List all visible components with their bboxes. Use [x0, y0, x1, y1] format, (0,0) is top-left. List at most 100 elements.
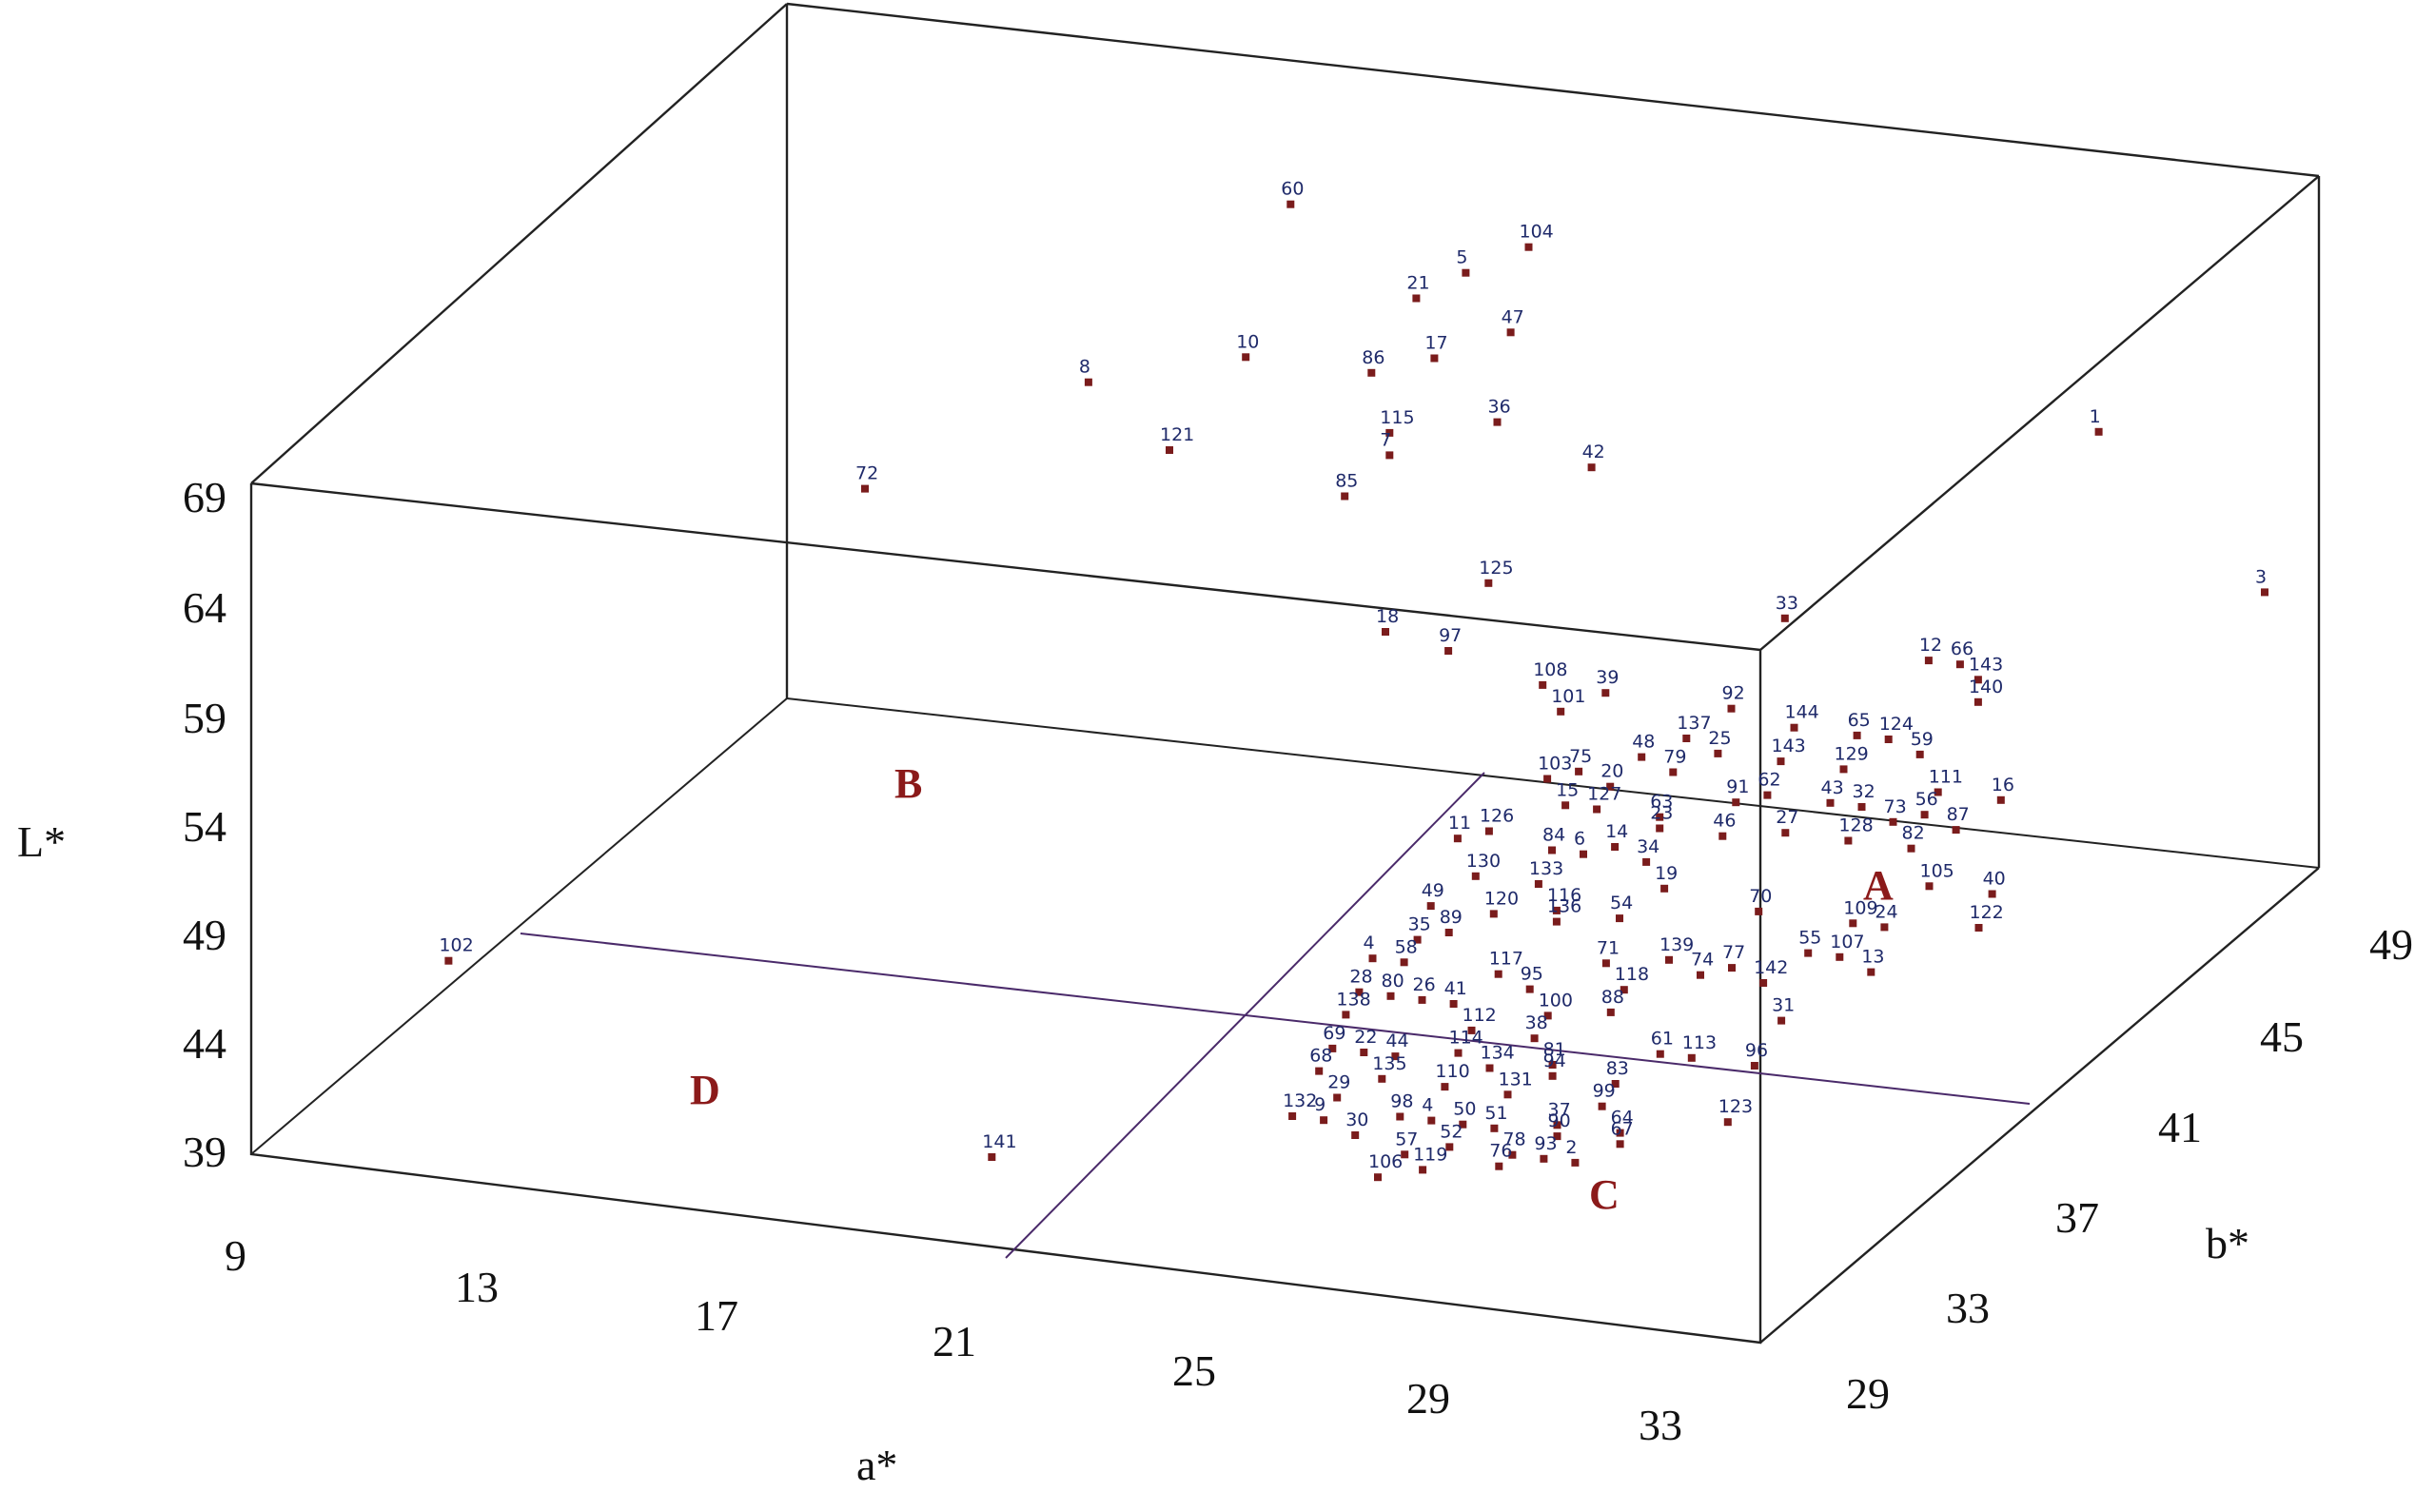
box-floor-left-edge — [250, 697, 788, 1155]
data-point-label: 136 — [1547, 896, 1581, 917]
data-point: 62 — [1758, 770, 1781, 799]
data-point: 29 — [1327, 1072, 1350, 1102]
data-point-label: 76 — [1489, 1141, 1512, 1162]
data-point-label: 83 — [1606, 1058, 1629, 1079]
data-point-label: 106 — [1368, 1151, 1403, 1172]
data-point: 6 — [1574, 829, 1587, 858]
data-point-label: 96 — [1745, 1040, 1768, 1061]
data-point-marker — [1924, 657, 1933, 665]
data-point: 55 — [1798, 928, 1821, 957]
data-point: 19 — [1655, 863, 1678, 893]
data-point-marker — [1540, 1154, 1548, 1163]
data-point: 50 — [1453, 1099, 1476, 1129]
data-point: 17 — [1424, 333, 1448, 363]
data-point-label: 36 — [1488, 397, 1511, 418]
data-point: 100 — [1539, 990, 1573, 1020]
data-point-marker — [1333, 1093, 1342, 1102]
data-point-label: 29 — [1327, 1072, 1350, 1093]
data-point-marker — [1884, 736, 1893, 743]
data-point-marker — [1934, 788, 1942, 796]
data-point: 125 — [1479, 558, 1514, 587]
data-point-label: 65 — [1848, 710, 1871, 731]
box-bottom-right-edge — [1759, 867, 2320, 1344]
data-point-label: 144 — [1785, 702, 1819, 723]
data-point-label: 78 — [1502, 1129, 1525, 1150]
data-point-label: 87 — [1947, 804, 1970, 825]
data-point-marker — [1669, 768, 1678, 776]
data-point-marker — [1601, 689, 1610, 697]
data-point: 91 — [1726, 776, 1749, 807]
data-point-label: 5 — [1456, 247, 1467, 268]
data-point: 101 — [1551, 686, 1585, 716]
data-point: 104 — [1520, 222, 1554, 251]
data-point-marker — [1732, 798, 1740, 807]
data-point-marker — [1718, 832, 1727, 840]
data-point: 47 — [1502, 306, 1524, 337]
data-point: 60 — [1281, 179, 1304, 208]
data-point-label: 143 — [1772, 736, 1806, 756]
data-point-label: 84 — [1542, 825, 1565, 846]
data-point-label: 58 — [1395, 936, 1418, 957]
data-point: 134 — [1481, 1043, 1515, 1072]
data-point-label: 22 — [1354, 1027, 1377, 1048]
data-point-label: 88 — [1601, 987, 1624, 1008]
data-point-marker — [1915, 750, 1924, 758]
data-point-marker — [1412, 294, 1421, 303]
data-point-marker — [1342, 1011, 1350, 1019]
data-point: 73 — [1884, 796, 1907, 826]
data-point-label: 4 — [1364, 933, 1375, 953]
data-point-marker — [1728, 964, 1736, 972]
data-point: 119 — [1413, 1144, 1447, 1174]
data-point-marker — [1484, 579, 1493, 587]
data-point-marker — [1826, 798, 1835, 807]
y-tick-label: 45 — [2260, 1012, 2304, 1061]
data-point: 140 — [1969, 677, 2003, 706]
data-point-label: 81 — [1543, 1039, 1566, 1060]
z-tick-label: 59 — [183, 694, 226, 742]
data-point-marker — [1459, 1120, 1467, 1129]
data-point-label: 26 — [1413, 974, 1436, 995]
data-point-label: 104 — [1520, 222, 1554, 243]
data-point-marker — [1419, 1166, 1427, 1174]
data-point-marker — [1413, 935, 1422, 944]
data-point-label: 17 — [1424, 333, 1447, 354]
data-point-label: 20 — [1600, 761, 1623, 782]
data-point: 143 — [1772, 736, 1806, 766]
data-point: 67 — [1611, 1118, 1634, 1149]
data-point: 49 — [1422, 880, 1444, 911]
data-point: 123 — [1718, 1096, 1753, 1127]
data-point: 20 — [1600, 761, 1623, 791]
data-point-label: 12 — [1919, 635, 1942, 656]
data-point-marker — [1561, 801, 1570, 810]
data-point-label: 107 — [1830, 932, 1864, 952]
data-point-marker — [1503, 1090, 1512, 1099]
data-point: 4 — [1364, 933, 1377, 963]
data-point-marker — [1084, 378, 1092, 386]
data-point: 8 — [1079, 357, 1092, 386]
data-point-marker — [1242, 353, 1250, 362]
data-point: 83 — [1606, 1058, 1629, 1088]
z-tick-label: 44 — [183, 1019, 226, 1068]
data-point-marker — [1495, 1162, 1503, 1170]
data-point-label: 97 — [1439, 625, 1462, 646]
data-point-marker — [1441, 1083, 1449, 1091]
data-point-label: 82 — [1902, 823, 1925, 844]
plot-box — [249, 2, 2321, 1345]
region-label-b: B — [894, 760, 922, 807]
data-point-marker — [1880, 923, 1889, 932]
data-point-label: 102 — [439, 935, 473, 956]
data-point-label: 110 — [1435, 1061, 1469, 1082]
data-point-label: 123 — [1718, 1096, 1753, 1117]
data-point-label: 30 — [1345, 1109, 1368, 1130]
data-point-label: 37 — [1548, 1099, 1571, 1120]
data-point-marker — [1682, 735, 1691, 742]
data-point-label: 47 — [1502, 306, 1524, 327]
data-point: 63 — [1650, 792, 1673, 821]
data-point-label: 98 — [1390, 1091, 1413, 1112]
data-point: 35 — [1408, 914, 1431, 944]
data-point: 142 — [1754, 957, 1788, 987]
data-point: 69 — [1323, 1023, 1345, 1052]
z-axis-label: L* — [17, 817, 66, 866]
data-point-label: 9 — [1314, 1094, 1326, 1115]
data-point-marker — [1867, 968, 1875, 976]
